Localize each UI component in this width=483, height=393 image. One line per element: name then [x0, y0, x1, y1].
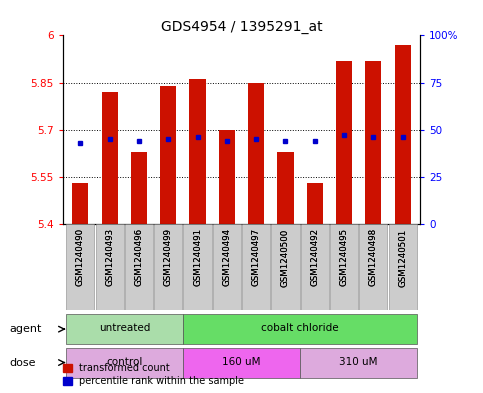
Text: GSM1240498: GSM1240498 — [369, 228, 378, 286]
Text: untreated: untreated — [99, 323, 150, 334]
FancyBboxPatch shape — [271, 224, 299, 310]
FancyBboxPatch shape — [388, 224, 417, 310]
Text: GSM1240492: GSM1240492 — [310, 228, 319, 286]
Text: GSM1240498: GSM1240498 — [369, 228, 378, 286]
Bar — [160, 86, 176, 224]
FancyBboxPatch shape — [184, 224, 212, 310]
Text: GSM1240493: GSM1240493 — [105, 228, 114, 286]
Text: GSM1240493: GSM1240493 — [105, 228, 114, 286]
Bar — [131, 152, 147, 224]
Text: dose: dose — [10, 358, 36, 368]
FancyBboxPatch shape — [66, 347, 183, 378]
Text: GSM1240497: GSM1240497 — [252, 228, 261, 286]
Text: GSM1240499: GSM1240499 — [164, 228, 173, 286]
Title: GDS4954 / 1395291_at: GDS4954 / 1395291_at — [161, 20, 322, 34]
Text: GSM1240499: GSM1240499 — [164, 228, 173, 286]
FancyBboxPatch shape — [301, 224, 329, 310]
FancyBboxPatch shape — [66, 224, 95, 310]
Bar — [307, 183, 323, 224]
Text: GSM1240491: GSM1240491 — [193, 228, 202, 286]
Text: GSM1240492: GSM1240492 — [310, 228, 319, 286]
Text: GSM1240497: GSM1240497 — [252, 228, 261, 286]
FancyBboxPatch shape — [154, 224, 182, 310]
FancyBboxPatch shape — [96, 224, 124, 310]
Text: GSM1240494: GSM1240494 — [222, 228, 231, 286]
Bar — [101, 92, 118, 224]
Bar — [248, 83, 264, 224]
Text: GSM1240494: GSM1240494 — [222, 228, 231, 286]
FancyBboxPatch shape — [183, 314, 417, 344]
Text: 310 uM: 310 uM — [340, 357, 378, 367]
Text: GSM1240495: GSM1240495 — [340, 228, 349, 286]
Text: agent: agent — [10, 324, 42, 334]
Bar — [365, 61, 382, 224]
Text: GSM1240501: GSM1240501 — [398, 228, 407, 286]
Bar — [336, 61, 352, 224]
FancyBboxPatch shape — [66, 314, 183, 344]
Bar — [277, 152, 294, 224]
FancyBboxPatch shape — [183, 347, 300, 378]
FancyBboxPatch shape — [213, 224, 241, 310]
Text: GSM1240495: GSM1240495 — [340, 228, 349, 286]
Text: GSM1240491: GSM1240491 — [193, 228, 202, 286]
Bar — [395, 45, 411, 224]
FancyBboxPatch shape — [125, 224, 153, 310]
Text: cobalt chloride: cobalt chloride — [261, 323, 339, 334]
Text: GSM1240490: GSM1240490 — [76, 228, 85, 286]
FancyBboxPatch shape — [359, 224, 387, 310]
Text: GSM1240500: GSM1240500 — [281, 228, 290, 286]
Text: GSM1240501: GSM1240501 — [398, 228, 407, 286]
Bar — [72, 183, 88, 224]
FancyBboxPatch shape — [242, 224, 270, 310]
Bar — [189, 79, 206, 224]
Text: GSM1240496: GSM1240496 — [134, 228, 143, 286]
Text: 160 uM: 160 uM — [222, 357, 261, 367]
FancyBboxPatch shape — [330, 224, 358, 310]
Text: GSM1240490: GSM1240490 — [76, 228, 85, 286]
Text: control: control — [106, 357, 142, 367]
FancyBboxPatch shape — [300, 347, 417, 378]
Text: GSM1240496: GSM1240496 — [134, 228, 143, 286]
Legend: transformed count, percentile rank within the sample: transformed count, percentile rank withi… — [63, 363, 244, 386]
Text: GSM1240500: GSM1240500 — [281, 228, 290, 286]
Bar — [219, 130, 235, 224]
